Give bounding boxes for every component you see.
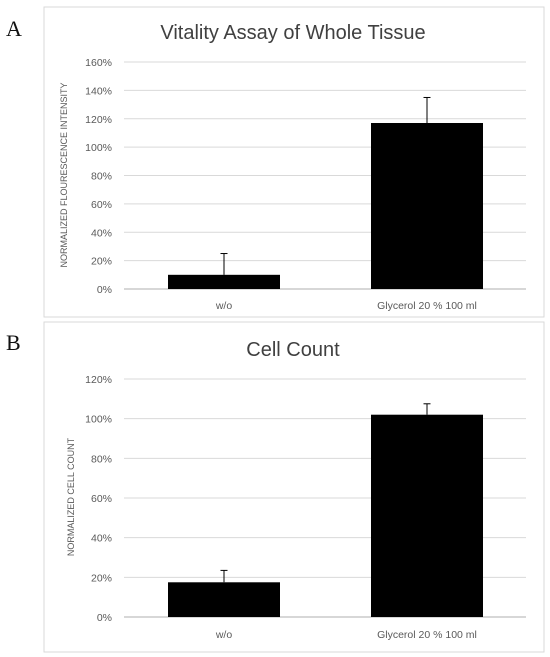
chart-b-y-tick-label: 120%: [85, 374, 112, 386]
chart-b-category-label: w/o: [215, 629, 233, 641]
chart-a-y-axis-label: NORMALIZED FLOURESCENCE INTENSITY: [59, 82, 69, 267]
chart-a-y-tick-label: 140%: [85, 85, 112, 97]
chart-b-title: Cell Count: [246, 339, 340, 361]
chart-b-bar: [371, 414, 483, 617]
chart-a-plot: 0% 20% 40% 60% 80% 100% 120% 140% 160% w/o Glycero…: [85, 57, 526, 312]
chart-a-y-tick-label: 160%: [85, 57, 112, 69]
chart-a-title: Vitality Assay of Whole Tissue: [160, 22, 425, 44]
chart-a-y-tick-label: 20%: [91, 256, 112, 268]
chart-a-bar: [371, 123, 483, 289]
chart-b-y-tick-label: 20%: [91, 572, 112, 584]
panel-a-letter: A: [6, 16, 22, 41]
chart-a-y-tick-label: 100%: [85, 142, 112, 154]
chart-a-category-label: w/o: [215, 300, 233, 312]
chart-b-plot: 0% 20% 40% 60% 80% 100% 120% w/o Glycerol 20 % 1…: [85, 374, 526, 641]
panel-b-letter: B: [6, 330, 21, 355]
chart-a-bar: [168, 274, 280, 289]
chart-a-y-tick-label: 40%: [91, 227, 112, 239]
chart-b-y-tick-label: 80%: [91, 453, 112, 465]
chart-a-y-tick-label: 120%: [85, 114, 112, 126]
chart-a-y-tick-label: 0%: [97, 284, 112, 296]
chart-a-y-tick-label: 80%: [91, 171, 112, 183]
chart-b-bar: [168, 582, 280, 617]
chart-b-y-tick-label: 60%: [91, 493, 112, 505]
chart-b-category-label: Glycerol 20 % 100 ml: [377, 629, 477, 641]
chart-a-y-tick-label: 60%: [91, 199, 112, 211]
chart-b-y-tick-label: 100%: [85, 414, 112, 426]
chart-b-y-tick-label: 0%: [97, 612, 112, 624]
chart-b-y-axis-label: NORMALIZED CELL COUNT: [66, 437, 76, 556]
chart-a-category-label: Glycerol 20 % 100 ml: [377, 300, 477, 312]
chart-b-y-tick-label: 40%: [91, 533, 112, 545]
